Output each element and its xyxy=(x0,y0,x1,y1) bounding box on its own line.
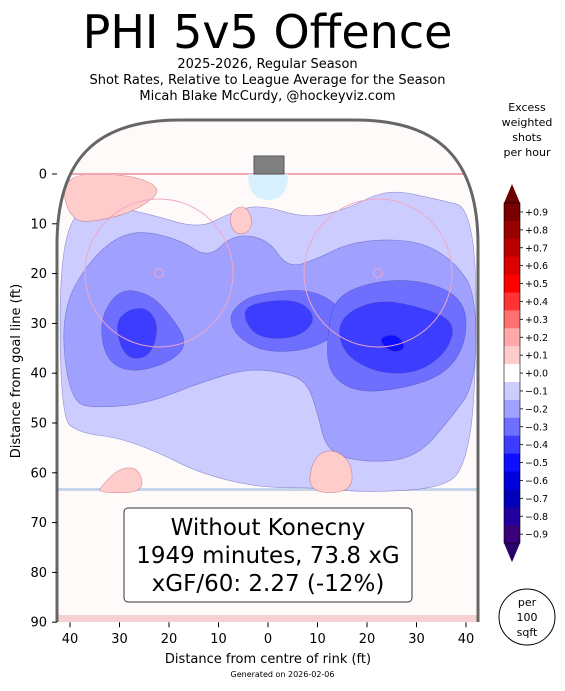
colorbar-title: Excess weighted shots per hour xyxy=(502,101,553,159)
x-axis-title: Distance from centre of rink (ft) xyxy=(165,652,371,667)
generated-note: Generated on 2026-02-06 xyxy=(230,670,335,679)
info-line-2: 1949 minutes, 73.8 xG xyxy=(136,543,400,569)
colorbar-top-arrow xyxy=(504,184,520,203)
colorbar-tick-label: +0.9 xyxy=(525,207,548,218)
colorbar-swatch xyxy=(504,435,520,454)
faceoff-circle-right xyxy=(303,198,453,348)
x-tick-label: 30 xyxy=(408,632,425,647)
x-tick-label: 20 xyxy=(359,632,376,647)
rink-boards xyxy=(55,118,480,622)
y-tick-label: 10 xyxy=(30,217,47,232)
faceoff-dot-right xyxy=(373,268,383,278)
heatmap-region-13 xyxy=(309,450,353,494)
y-tick-label: 90 xyxy=(30,616,47,631)
colorbar-swatch xyxy=(504,417,520,437)
info-line-3: xGF/60: 2.27 (-12%) xyxy=(152,571,385,597)
x-tick-label: 20 xyxy=(161,632,178,647)
goal-net xyxy=(253,155,285,175)
colorbar-tick-label: −0.3 xyxy=(525,422,548,433)
colorbar-swatch xyxy=(504,382,520,401)
colorbar-swatch xyxy=(504,346,520,365)
colorbar-bottom-arrow xyxy=(504,543,520,563)
subtitle-author: Micah Blake McCurdy, @hockeyviz.com xyxy=(139,89,396,104)
units-badge-line-2: 100 xyxy=(517,611,538,624)
faceoff-dot-left xyxy=(154,268,164,278)
colorbar-tick-label: +0.7 xyxy=(525,243,548,254)
x-tick-label: 30 xyxy=(111,632,128,647)
heatmap-region-12 xyxy=(99,467,143,494)
colorbar-tick-label: −0.1 xyxy=(525,386,548,397)
info-box xyxy=(123,507,413,603)
colorbar-swatch xyxy=(504,507,520,526)
colorbar-swatch xyxy=(504,471,520,490)
colorbar-swatch xyxy=(504,220,520,240)
centre-red-line xyxy=(57,615,478,622)
colorbar-tick-label: −0.2 xyxy=(525,404,548,415)
colorbar-tick-label: +0.5 xyxy=(525,279,548,290)
y-tick-label: 30 xyxy=(30,317,47,332)
x-tick-label: 40 xyxy=(458,632,475,647)
heatmap-region-7 xyxy=(244,300,313,339)
colorbar-swatch xyxy=(504,489,520,508)
colorbar-title-line-1: Excess xyxy=(508,101,546,114)
colorbar-tick-label: +0.6 xyxy=(525,261,548,272)
heatmap-region-9 xyxy=(380,334,404,352)
colorbar-swatch xyxy=(504,256,520,275)
page-title: PHI 5v5 Offence xyxy=(82,5,453,59)
y-tick-label: 40 xyxy=(30,367,47,382)
units-badge-line-3: sqft xyxy=(517,626,538,639)
colorbar-tick-label: −0.9 xyxy=(525,530,548,541)
colorbar-title-line-2: weighted xyxy=(502,116,553,129)
subtitle-season: 2025-2026, Regular Season xyxy=(177,57,358,72)
colorbar-title-line-3: shots xyxy=(512,131,542,144)
colorbar-tick-label: +0.8 xyxy=(525,225,548,236)
colorbar-swatch xyxy=(504,399,520,419)
y-tick-label: 20 xyxy=(30,267,47,282)
y-axis-title: Distance from goal line (ft) xyxy=(9,284,24,458)
colorbar-tick-label: −0.4 xyxy=(525,440,548,451)
goal-crease xyxy=(248,174,288,200)
y-tick-label: 0 xyxy=(39,168,47,183)
colorbar-tick-label: +0.0 xyxy=(525,369,548,380)
colorbar-swatch xyxy=(504,328,520,347)
y-axis: 0 10 20 30 40 50 60 70 80 90 xyxy=(30,168,57,631)
x-tick-label: 0 xyxy=(264,632,272,647)
colorbar-tick-label: −0.7 xyxy=(525,494,548,505)
subtitle-description: Shot Rates, Relative to League Average f… xyxy=(89,73,446,88)
colorbar-swatch xyxy=(504,525,520,544)
x-tick-label: 40 xyxy=(62,632,79,647)
colorbar-tick-label: +0.3 xyxy=(525,315,548,326)
heatmap-regions xyxy=(59,173,477,494)
colorbar-swatch xyxy=(504,364,520,383)
colorbar-title-line-4: per hour xyxy=(504,146,551,159)
colorbar-tick-label: +0.4 xyxy=(525,297,548,308)
colorbar-tick-label: −0.5 xyxy=(525,458,548,469)
units-badge-line-1: per xyxy=(518,596,537,609)
colorbar-swatch xyxy=(504,238,520,258)
y-tick-label: 70 xyxy=(30,516,47,531)
colorbar-swatch xyxy=(504,274,520,293)
heatmap-region-11 xyxy=(229,206,252,235)
y-tick-label: 50 xyxy=(30,417,47,432)
colorbar-swatch xyxy=(504,310,520,329)
x-tick-label: 10 xyxy=(210,632,227,647)
colorbar-swatch xyxy=(504,453,520,472)
faceoff-circle-left xyxy=(84,198,234,348)
x-tick-label: 10 xyxy=(309,632,326,647)
colorbar: +0.9 +0.8 +0.7 +0.6 +0.5 +0.4 +0.3 +0.2 +0.1 +0.0… xyxy=(503,184,548,563)
colorbar-tick-label: −0.8 xyxy=(525,512,548,523)
info-line-1: Without Konecny xyxy=(171,515,366,541)
y-tick-label: 80 xyxy=(30,566,47,581)
y-tick-label: 60 xyxy=(30,466,47,481)
x-axis: 40 30 20 10 0 10 20 30 40 xyxy=(62,622,475,647)
colorbar-swatch xyxy=(504,292,520,311)
colorbar-tick-label: −0.6 xyxy=(525,476,548,487)
colorbar-swatch xyxy=(504,203,520,222)
units-badge xyxy=(498,588,556,646)
blue-line xyxy=(57,488,478,491)
colorbar-tick-label: +0.1 xyxy=(525,351,548,362)
colorbar-tick-label: +0.2 xyxy=(525,333,548,344)
